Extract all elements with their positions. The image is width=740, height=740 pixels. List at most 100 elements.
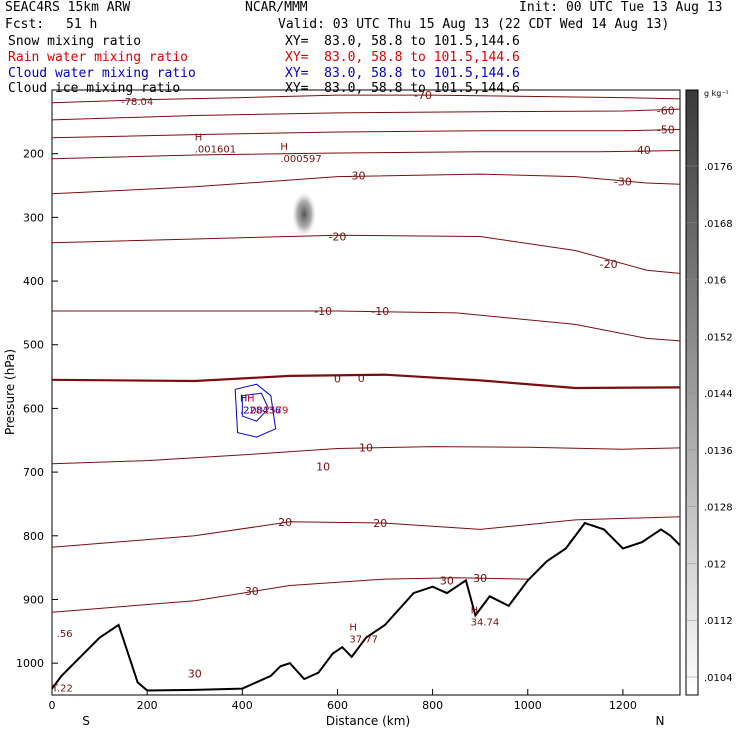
field-xy-snow: XY= 83.0, 58.8 to 101.5,144.6 bbox=[285, 34, 520, 49]
isotherm-10 bbox=[51, 446, 681, 465]
isotherm-label: -20 bbox=[328, 230, 346, 243]
isotherm--50 bbox=[51, 129, 681, 139]
isotherm-label: -50 bbox=[657, 123, 675, 136]
extremum-marker: H bbox=[471, 605, 479, 616]
isotherm-label: 20 bbox=[278, 516, 292, 529]
isotherm-0 bbox=[51, 373, 681, 390]
colorbar-label: .0128 bbox=[704, 503, 733, 514]
isotherm-label: 30 bbox=[188, 667, 202, 680]
isotherm-label: 30 bbox=[473, 572, 487, 585]
y-tick-label: 1000 bbox=[16, 657, 44, 670]
colorbar-label: .0176 bbox=[704, 162, 733, 173]
terrain-line bbox=[51, 521, 681, 692]
extremum-value: .001601 bbox=[195, 144, 236, 155]
isotherm-label: 10 bbox=[316, 460, 330, 473]
isotherm-label: 20 bbox=[373, 517, 387, 530]
cloud-water-contour-outer bbox=[234, 383, 277, 438]
edge-label: T.22 bbox=[51, 683, 73, 694]
y-tick-label: 700 bbox=[23, 466, 44, 479]
isotherm-label: 0 bbox=[334, 372, 341, 385]
field-label-snow: Snow mixing ratio bbox=[8, 34, 142, 49]
isotherm-label: -20 bbox=[600, 258, 618, 271]
colorbar-bar bbox=[685, 89, 699, 696]
left-endpoint: S bbox=[82, 714, 90, 728]
extremum-value: .001579 bbox=[247, 405, 288, 416]
edge-label: -78.04 bbox=[121, 97, 153, 108]
org-label: NCAR/MMM bbox=[245, 0, 308, 15]
isotherm-label: 30 bbox=[440, 574, 454, 587]
isotherm-label: -30 bbox=[614, 176, 632, 189]
snow-max-blob bbox=[292, 192, 317, 237]
extremum-marker: H bbox=[240, 393, 248, 404]
colorbar-label: .0168 bbox=[704, 219, 733, 230]
field-xy-cloud-water: XY= 83.0, 58.8 to 101.5,144.6 bbox=[285, 66, 520, 81]
colorbar-label: .0144 bbox=[704, 389, 733, 400]
y-tick-label: 900 bbox=[23, 593, 44, 606]
x-tick-label: 1200 bbox=[609, 699, 637, 712]
extremum-marker: H bbox=[280, 142, 288, 153]
field-xy-cloud-ice: XY= 83.0, 58.8 to 101.5,144.6 bbox=[285, 81, 520, 96]
cloud-water-contour-inner bbox=[241, 392, 270, 422]
cloud-features-layer bbox=[234, 192, 317, 438]
isotherm-label: 10 bbox=[359, 441, 373, 454]
isotherm-label: 30 bbox=[245, 585, 259, 598]
colorbar-label: .0152 bbox=[704, 332, 733, 343]
x-tick-label: 1000 bbox=[514, 699, 542, 712]
isotherm--10 bbox=[52, 310, 681, 342]
y-tick-label: 600 bbox=[23, 402, 44, 415]
extremum-marker: H bbox=[247, 393, 255, 404]
extremum-value: 37.77 bbox=[349, 635, 378, 646]
extremum-value: .228436 bbox=[240, 405, 281, 416]
colorbar-label: .012 bbox=[704, 559, 726, 570]
x-tick-label: 800 bbox=[422, 699, 443, 712]
isotherm-label: 0 bbox=[358, 372, 365, 385]
colorbar-unit: g kg⁻¹ bbox=[704, 89, 729, 98]
fcst-value: 51 h bbox=[66, 17, 98, 32]
terrain-layer bbox=[51, 521, 681, 692]
y-tick-label: 400 bbox=[23, 275, 44, 288]
edge-label: .56 bbox=[57, 629, 73, 640]
right-endpoint: N bbox=[656, 714, 665, 728]
fcst-label: Fcst: bbox=[5, 17, 45, 32]
valid-time: Valid: 03 UTC Thu 15 Aug 13 (22 CDT Wed … bbox=[278, 17, 670, 32]
y-tick-label: 500 bbox=[23, 339, 44, 352]
isotherm-30 bbox=[51, 577, 528, 613]
extremum-value: 34.74 bbox=[471, 617, 500, 628]
field-label-cloud-ice: Cloud ice mixing ratio bbox=[8, 81, 181, 96]
isotherm-label: -30 bbox=[348, 169, 366, 182]
colorbar-label: .016 bbox=[704, 276, 726, 287]
extremum-value: .000597 bbox=[280, 154, 321, 165]
init-time: Init: 00 UTC Tue 13 Aug 13 bbox=[519, 0, 723, 15]
colorbar: .0176 .0168 .016 .0152 .0144 .0136 .0128 .012 .0… bbox=[685, 89, 733, 696]
isotherm--20 bbox=[51, 234, 681, 274]
axes-layer: 0 200 400 600 800 1000 12002003004005006007008… bbox=[3, 148, 664, 728]
colorbar-label: .0112 bbox=[704, 616, 733, 627]
labels-layer: -70 -60 -50 -40 -30 -30 -20 -20 -10 -10 0 0 10 10 20 20… bbox=[51, 89, 675, 694]
x-tick-label: 0 bbox=[49, 699, 56, 712]
isotherm--40 bbox=[51, 150, 681, 160]
field-label-rain: Rain water mixing ratio bbox=[8, 50, 189, 65]
x-tick-label: 200 bbox=[137, 699, 158, 712]
isotherm--60 bbox=[51, 108, 681, 121]
extremum-marker: H bbox=[195, 132, 203, 143]
isotherm-label: -60 bbox=[657, 104, 675, 117]
field-label-cloud-water: Cloud water mixing ratio bbox=[8, 66, 196, 81]
isotherms-layer bbox=[51, 94, 681, 613]
y-tick-label: 300 bbox=[23, 211, 44, 224]
x-axis-label: Distance (km) bbox=[326, 714, 410, 728]
isotherm-label: -40 bbox=[633, 144, 651, 157]
field-xy-rain: XY= 83.0, 58.8 to 101.5,144.6 bbox=[285, 50, 520, 65]
isotherm-label: -10 bbox=[314, 305, 332, 318]
isotherm-label: -70 bbox=[414, 89, 432, 102]
x-tick-label: 600 bbox=[327, 699, 348, 712]
isotherm-label: -10 bbox=[371, 305, 389, 318]
y-tick-label: 800 bbox=[23, 530, 44, 543]
y-tick-label: 200 bbox=[23, 148, 44, 161]
isotherm--30 bbox=[51, 173, 681, 195]
plot-frame bbox=[51, 89, 681, 696]
colorbar-label: .0104 bbox=[704, 673, 733, 684]
model-title: SEAC4RS 15km ARW bbox=[5, 0, 131, 15]
y-axis-label: Pressure (hPa) bbox=[3, 349, 17, 435]
x-tick-label: 400 bbox=[232, 699, 253, 712]
